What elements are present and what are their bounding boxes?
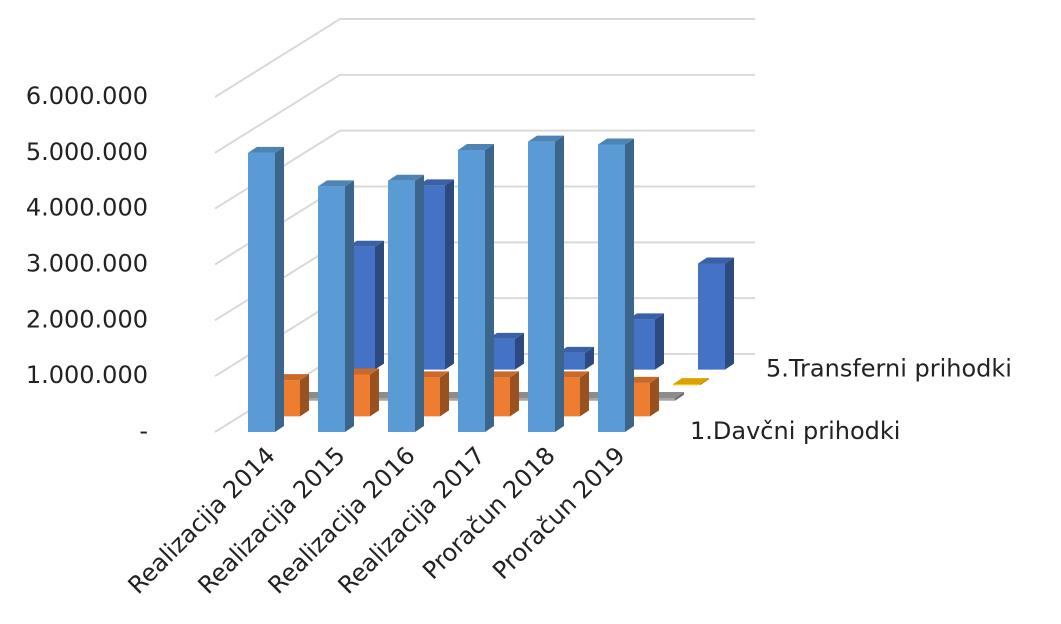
y-tick-label: 2.000.000	[26, 305, 148, 333]
depth-label: 5.Transferni prihodki	[766, 355, 1012, 383]
bar-face	[248, 146, 284, 153]
bar-face	[673, 384, 700, 386]
y-tick-label: 5.000.000	[26, 138, 148, 166]
grid-line	[214, 18, 755, 98]
bar	[698, 257, 734, 370]
bar-face	[388, 174, 424, 181]
bar-face	[488, 332, 524, 339]
bar-face	[418, 185, 445, 370]
bar-face	[415, 174, 424, 432]
bar-face	[598, 138, 634, 145]
bar-face	[628, 313, 664, 320]
bar	[318, 180, 354, 432]
bar	[458, 144, 494, 432]
bar-face	[528, 141, 555, 432]
bar-face	[558, 352, 585, 370]
bar-face	[440, 371, 449, 417]
depth-label: 1.Davčni prihodki	[690, 417, 900, 445]
bar-face	[248, 152, 275, 433]
bar	[248, 146, 284, 433]
bar-face	[698, 263, 725, 370]
bar-face	[625, 138, 634, 433]
bar-face	[485, 144, 494, 432]
bar-face	[650, 376, 659, 417]
bar-face	[555, 135, 564, 432]
bar-face	[388, 180, 415, 432]
bar-face	[673, 378, 709, 385]
bar-face	[488, 338, 515, 370]
bar-face	[655, 313, 664, 370]
y-tick-label: 3.000.000	[26, 250, 148, 278]
bar	[418, 179, 454, 370]
y-tick-label: 4.000.000	[26, 194, 148, 222]
bar-face	[725, 257, 734, 370]
bar-face	[275, 146, 284, 433]
bar-face	[348, 240, 384, 247]
bar-face	[515, 332, 524, 370]
bar-face	[445, 179, 454, 370]
bar-face	[458, 150, 485, 432]
bar-face	[510, 371, 519, 417]
bar-face	[348, 246, 375, 370]
bar-face	[318, 186, 345, 432]
bar-face	[580, 371, 589, 417]
bar-face	[458, 144, 494, 151]
bar-face	[370, 368, 379, 417]
bar-face	[318, 180, 354, 187]
bar-face	[675, 392, 684, 401]
bar-face	[528, 135, 564, 142]
bar	[558, 346, 594, 370]
bar-face	[628, 319, 655, 370]
bar	[628, 313, 664, 370]
bar-face	[558, 346, 594, 353]
bar-face	[585, 346, 594, 370]
bar-face	[598, 144, 625, 433]
bar	[598, 138, 634, 433]
bar	[673, 378, 709, 386]
bar-face	[375, 240, 384, 370]
y-tick-label: -	[139, 417, 148, 445]
bar-face	[300, 374, 309, 417]
bar	[488, 332, 524, 370]
grid-line	[214, 73, 755, 154]
bar-face	[345, 180, 354, 432]
bar	[348, 240, 384, 370]
y-tick-label: 6.000.000	[26, 82, 148, 110]
bar	[388, 174, 424, 432]
bar-face	[418, 179, 454, 186]
bar	[528, 135, 564, 432]
y-tick-label: 1.000.000	[26, 361, 148, 389]
bar-face	[700, 378, 709, 386]
bar-face	[698, 257, 734, 264]
